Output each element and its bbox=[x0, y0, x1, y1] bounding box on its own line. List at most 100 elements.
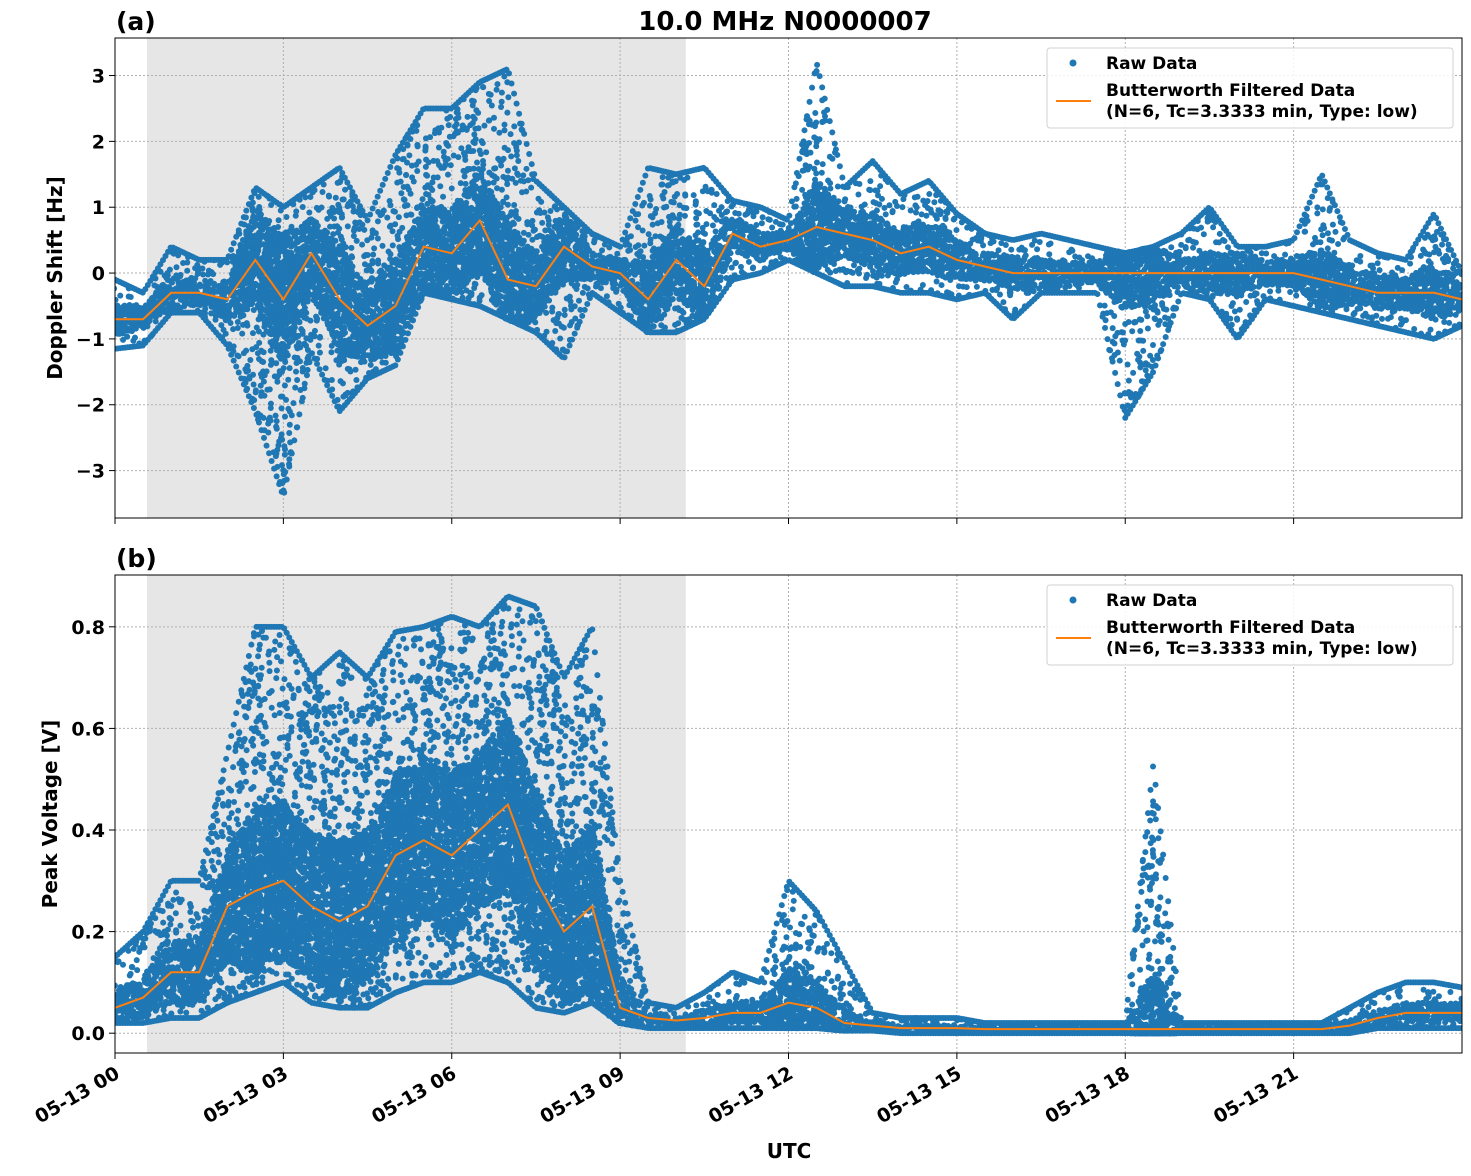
raw-data-point bbox=[402, 337, 408, 343]
raw-data-point bbox=[223, 331, 229, 337]
raw-data-point bbox=[274, 418, 280, 424]
raw-data-point bbox=[261, 379, 267, 385]
raw-data-point bbox=[236, 227, 242, 233]
raw-data-point bbox=[323, 365, 329, 371]
raw-data-point bbox=[299, 398, 305, 404]
raw-data-point bbox=[398, 190, 404, 196]
raw-data-point bbox=[404, 202, 410, 208]
raw-data-point bbox=[529, 161, 535, 167]
raw-data-point bbox=[410, 317, 416, 323]
y-tick-label: −1 bbox=[76, 329, 105, 351]
raw-data-point bbox=[379, 243, 385, 249]
raw-data-point bbox=[467, 290, 473, 296]
raw-data-point bbox=[375, 218, 381, 224]
raw-data-point bbox=[184, 260, 190, 266]
y-tick-label: 1 bbox=[92, 197, 105, 219]
raw-data-point bbox=[319, 372, 325, 378]
raw-data-point bbox=[261, 435, 267, 441]
raw-data-point bbox=[333, 195, 339, 201]
y-tick-label: −3 bbox=[76, 461, 105, 483]
raw-data-point bbox=[509, 80, 515, 86]
raw-data-point bbox=[312, 333, 318, 339]
raw-data-point bbox=[414, 168, 420, 174]
raw-data-point bbox=[483, 149, 489, 155]
raw-data-point bbox=[281, 490, 287, 496]
raw-data-point bbox=[498, 162, 504, 168]
raw-data-point bbox=[293, 208, 299, 214]
raw-data-point bbox=[260, 359, 266, 365]
raw-data-point bbox=[382, 176, 388, 182]
raw-data-point bbox=[313, 314, 319, 320]
raw-data-point bbox=[217, 262, 223, 268]
raw-data-point bbox=[470, 102, 476, 108]
raw-data-point bbox=[336, 226, 342, 232]
raw-data-point bbox=[440, 194, 446, 200]
raw-data-point bbox=[380, 182, 386, 188]
raw-data-point bbox=[228, 247, 234, 253]
raw-data-point bbox=[504, 194, 510, 200]
raw-data-point bbox=[479, 292, 485, 298]
raw-data-point bbox=[199, 266, 205, 272]
raw-data-point bbox=[475, 110, 481, 116]
raw-data-point bbox=[391, 350, 397, 356]
raw-data-point bbox=[296, 344, 302, 350]
raw-data-point bbox=[341, 357, 347, 363]
raw-data-point bbox=[239, 331, 245, 337]
raw-data-point bbox=[462, 173, 468, 179]
raw-data-point bbox=[319, 204, 325, 210]
raw-data-point bbox=[462, 153, 468, 159]
raw-data-point bbox=[496, 130, 502, 136]
raw-data-point bbox=[235, 325, 241, 331]
raw-data-point bbox=[289, 450, 295, 456]
raw-data-point bbox=[371, 245, 377, 251]
raw-data-point bbox=[488, 92, 494, 98]
raw-data-point bbox=[269, 458, 275, 464]
raw-data-point bbox=[387, 164, 393, 170]
raw-data-point bbox=[523, 188, 529, 194]
raw-data-point bbox=[424, 173, 430, 179]
raw-data-point bbox=[264, 368, 270, 374]
x-axis-label: UTC bbox=[767, 1139, 812, 1163]
raw-data-point bbox=[265, 221, 271, 227]
raw-data-point bbox=[303, 343, 309, 349]
raw-data-point bbox=[243, 214, 249, 220]
raw-data-point bbox=[449, 185, 455, 191]
raw-data-point bbox=[353, 377, 359, 383]
raw-data-point bbox=[435, 174, 441, 180]
raw-data-point bbox=[341, 196, 347, 202]
raw-data-point bbox=[243, 348, 249, 354]
raw-data-point bbox=[396, 214, 402, 220]
raw-data-point bbox=[231, 240, 237, 246]
raw-data-point bbox=[450, 226, 456, 232]
raw-data-point bbox=[432, 221, 438, 227]
raw-data-point bbox=[494, 176, 500, 182]
raw-data-point bbox=[400, 343, 406, 349]
raw-data-point bbox=[353, 367, 359, 373]
raw-data-point bbox=[167, 267, 173, 273]
raw-data-point bbox=[384, 215, 390, 221]
raw-data-point bbox=[480, 84, 486, 90]
raw-data-point bbox=[329, 393, 335, 399]
raw-data-point bbox=[195, 271, 201, 277]
raw-data-point bbox=[480, 140, 486, 146]
raw-data-point bbox=[510, 220, 516, 226]
raw-data-point bbox=[504, 110, 510, 116]
raw-data-point bbox=[273, 413, 279, 419]
raw-data-point bbox=[494, 81, 500, 87]
raw-data-point bbox=[283, 397, 289, 403]
raw-data-point bbox=[445, 172, 451, 178]
raw-data-point bbox=[228, 320, 234, 326]
raw-data-point bbox=[398, 179, 404, 185]
raw-data-point bbox=[501, 156, 507, 162]
raw-data-point bbox=[294, 424, 300, 430]
raw-data-point bbox=[514, 101, 520, 107]
raw-data-point bbox=[420, 196, 426, 202]
raw-data-point bbox=[202, 306, 208, 312]
raw-data-point bbox=[317, 366, 323, 372]
raw-data-point bbox=[499, 99, 505, 105]
raw-data-point bbox=[492, 165, 498, 171]
raw-data-point bbox=[309, 350, 315, 356]
raw-data-point bbox=[339, 236, 345, 242]
raw-data-point bbox=[383, 360, 389, 366]
raw-data-point bbox=[368, 362, 374, 368]
